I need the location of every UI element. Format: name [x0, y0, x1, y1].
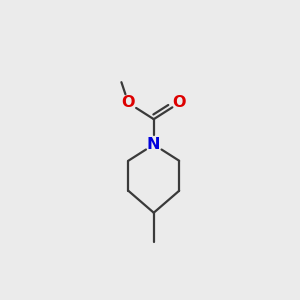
- Text: N: N: [147, 137, 160, 152]
- Text: O: O: [122, 95, 135, 110]
- Text: O: O: [172, 95, 186, 110]
